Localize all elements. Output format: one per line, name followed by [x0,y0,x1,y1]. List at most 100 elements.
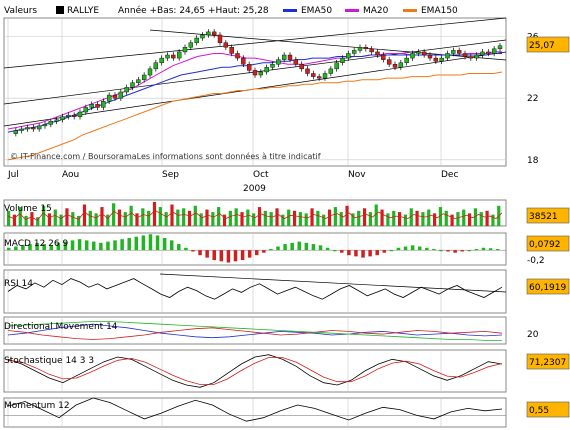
volume-bar [106,214,110,226]
candle-body [369,48,374,53]
last-value-badge [526,401,570,418]
macd-bar [84,240,89,251]
price-panel: 18222625,07 [3,17,570,167]
candle-body [346,53,351,59]
macd-bar [290,242,294,251]
panel-title: Stochastique 14 3 3 [4,356,94,366]
candle-body [433,57,439,62]
candle-body [404,57,409,63]
candle-body [480,51,485,56]
candle-body [159,57,164,63]
candle-body [83,107,89,113]
candle-body [328,68,334,74]
candle-body [171,54,176,59]
macd-bar [7,247,11,251]
candle-body [112,94,118,99]
volume-bar [123,212,127,226]
macd-bar [63,241,68,251]
candle-body [217,34,223,43]
macd-bar [325,247,330,251]
stochastic-panel: Stochastique 14 3 3 71,2307 [3,349,570,393]
rsi-panel: RSI 14 60,1919 [3,269,570,314]
volume-bar [59,214,63,226]
legend-label: EMA50 [301,6,332,16]
volume-bar [432,213,437,226]
candle-body [77,111,83,117]
momentum-line [7,397,503,422]
candle-body [71,114,77,117]
volume-bar [304,213,308,226]
candle-body [334,62,339,70]
macd-bar [439,250,443,252]
volume-bar [246,209,250,226]
candle-body [340,57,345,63]
macd-bar [184,247,188,251]
macd-bar [269,249,273,251]
volume-bar [287,209,291,226]
volume-bar [380,209,384,226]
y-tick-label: 22 [527,94,538,104]
macd-bar [106,241,110,251]
macd-bar [148,234,153,251]
legend-swatch [403,9,417,12]
macd-bar [276,246,280,251]
volume-bar [141,208,145,226]
macd-bar [361,250,365,258]
macd-bar [28,244,32,251]
last-value-label: 0,55 [529,406,549,416]
macd-bar [354,250,358,257]
macd-bar [177,244,181,251]
volume-bar [152,202,157,226]
volume-bar [292,210,297,226]
volume-bar [298,212,302,226]
candle-body [165,54,170,59]
candle-body [147,68,153,76]
candle-body [60,116,65,120]
x-tick-label: Jul [7,170,19,180]
candle-body [211,31,217,36]
candle-body [386,59,392,65]
volume-bar [316,210,320,226]
legend-swatch [345,9,359,12]
candle-body [66,114,71,117]
candle-body [42,124,48,127]
macd-bar [432,249,436,251]
symbol-marker [56,6,64,14]
candle-body [410,53,415,59]
volume-bar [100,207,104,226]
volume-bar [53,209,57,226]
volume-bar [234,208,238,226]
panel-frame [3,17,507,167]
volume-bar [205,209,209,226]
year-label: 2009 [243,184,266,194]
ma-line-ema50 [7,53,502,133]
volume-bar [71,212,75,226]
macd-bar [425,247,429,251]
candle-body [118,91,124,99]
macd-bar [297,241,302,251]
volume-bar [199,213,203,226]
volume-bar [24,215,28,226]
macd-bar [70,240,75,251]
macd-bar [389,250,394,252]
macd-bar [14,246,18,251]
candle-body [381,54,386,60]
candle-body [176,51,182,59]
candle-body [276,59,281,65]
volume-bar [444,210,448,226]
panel-title: Directional Movement 14 [4,322,118,332]
macd-bar [481,247,486,251]
candle-body [25,127,30,130]
volume-bar [182,208,186,226]
macd-bar [403,246,408,251]
last-value-badge [526,353,570,370]
panel-frame [3,269,507,314]
legend-swatch [283,9,297,12]
candle-body [456,50,462,54]
last-value-badge [526,36,570,53]
x-tick-label: Dec [441,170,458,180]
candle-body [89,104,94,108]
panel-title: Volume 15 [4,204,52,214]
volume-bar [263,210,267,226]
